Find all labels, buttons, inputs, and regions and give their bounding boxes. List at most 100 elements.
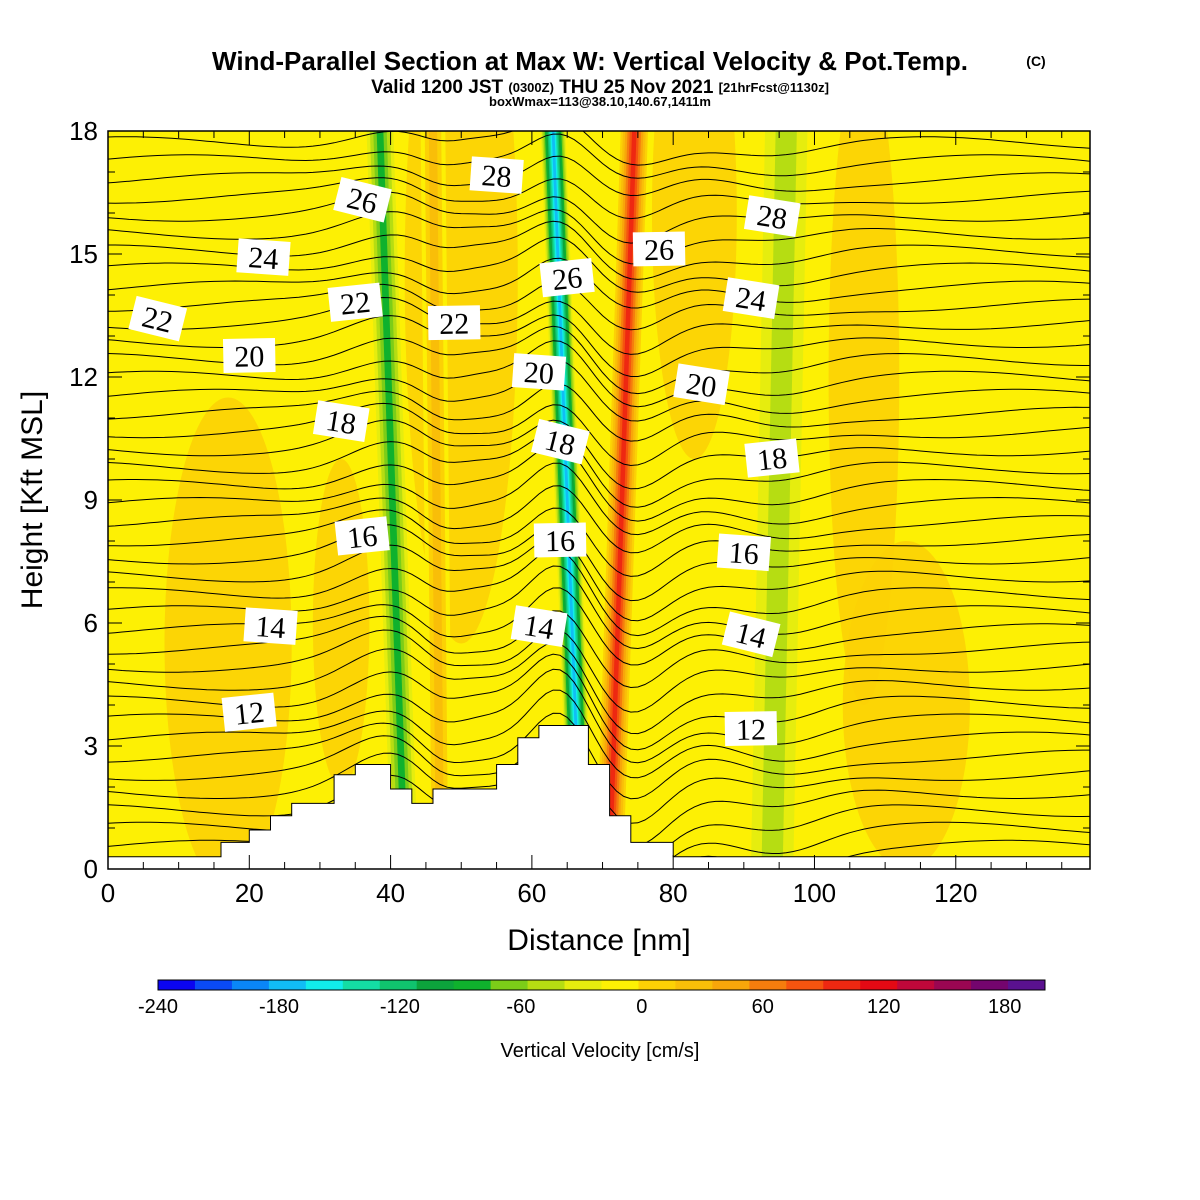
colorbar-tick-label: 0: [636, 996, 647, 1018]
theta-contour-line: [108, 360, 1090, 422]
theta-contour-line: [108, 383, 1090, 442]
theta-label-text: 22: [339, 286, 372, 322]
theta-contour-line: [108, 628, 1090, 713]
colorbar-swatch: [786, 980, 824, 990]
theta-label-text: 16: [346, 519, 379, 555]
valid-time: Valid 1200 JST: [371, 77, 503, 98]
colorbar-swatch: [453, 980, 492, 990]
theta-contour-line: [108, 133, 1090, 179]
theta-label-text: 12: [233, 696, 266, 732]
theta-contour-line: [108, 419, 1090, 490]
terrain-fill: [107, 725, 1091, 870]
theta-label: 14: [243, 607, 298, 645]
theta-contour-line: [108, 131, 1090, 166]
theta-label-box: [333, 176, 392, 223]
theta-label: 24: [236, 238, 291, 276]
y-tick-label: 12: [69, 362, 98, 392]
theta-label-text: 22: [439, 307, 470, 341]
theta-label: 22: [427, 305, 481, 341]
theta-contour-line: [108, 257, 1090, 309]
colorbar-swatch: [231, 980, 270, 990]
theta-label-box: [744, 438, 800, 478]
colorbar-swatch: [342, 980, 381, 990]
velocity-band: [607, 131, 637, 869]
theta-label-text: 14: [521, 609, 556, 646]
theta-label-box: [673, 363, 730, 406]
colorbar-swatch: [638, 980, 676, 990]
x-tick-label: 80: [659, 878, 688, 908]
theta-label: 20: [511, 353, 567, 391]
colorbar-swatch: [564, 980, 602, 990]
theta-label: 14: [721, 611, 781, 658]
theta-label-box: [722, 277, 780, 319]
theta-contour-line: [108, 177, 1090, 220]
theta-label-text: 26: [644, 234, 675, 268]
theta-label: 20: [222, 338, 276, 374]
theta-label-box: [221, 692, 277, 732]
theta-label: 18: [531, 418, 590, 465]
colorbar-tick-label: -240: [138, 996, 178, 1018]
theta-contour-line: [108, 155, 1090, 197]
theta-label-box: [531, 418, 590, 465]
colorbar-swatch: [1008, 980, 1046, 990]
theta-label-text: 20: [684, 367, 719, 404]
theta-label-box: [236, 238, 291, 276]
theta-label-box: [222, 338, 276, 373]
theta-label-text: 18: [324, 404, 359, 441]
colorbar-swatch: [749, 980, 787, 990]
theta-label-box: [724, 711, 778, 747]
colorbar-frame: [157, 979, 1046, 991]
theta-label: 28: [743, 195, 801, 237]
colorbar-swatch: [490, 980, 529, 990]
theta-contour-line: [108, 402, 1090, 467]
theta-label: 26: [632, 231, 686, 268]
colorbar-swatch: [601, 980, 639, 990]
theta-contour-line: [108, 431, 1090, 508]
theta-label: 16: [716, 533, 771, 571]
theta-contour-line: [108, 689, 1090, 779]
theta-label-box: [511, 353, 567, 391]
box-wmax-info: boxWmax=113@38.10,140.67,1411m: [489, 94, 711, 109]
colorbar-tick-label: 120: [867, 996, 900, 1018]
theta-contour-line: [108, 507, 1090, 577]
y-tick-label: 9: [84, 485, 98, 515]
theta-label: 20: [673, 363, 730, 406]
theta-label-text: 28: [480, 159, 512, 194]
x-tick-label: 100: [793, 878, 836, 908]
theta-contour-line: [108, 340, 1090, 408]
theta-label-box: [327, 282, 383, 322]
x-tick-label: 40: [376, 878, 405, 908]
theta-label: 18: [744, 438, 800, 478]
theta-contour-line: [108, 444, 1090, 522]
theta-label-text: 26: [551, 261, 584, 297]
colorbar-tick-label: 180: [988, 996, 1021, 1018]
colorbar-swatch: [934, 980, 972, 990]
theta-label-text: 16: [545, 525, 576, 559]
theta-label: 24: [722, 277, 780, 319]
y-tick-label: 15: [69, 239, 98, 269]
theta-label-box: [743, 195, 801, 237]
velocity-patch: [312, 459, 370, 787]
valid-date: THU 25 Nov 2021: [559, 77, 714, 98]
velocity-patch: [842, 541, 970, 869]
theta-label-box: [539, 257, 595, 298]
theta-contour-line: [108, 548, 1090, 637]
colorbar-swatch: [971, 980, 1009, 990]
theta-label: 14: [510, 605, 568, 647]
colorbar-swatch: [268, 980, 307, 990]
theta-contour-line: [108, 191, 1090, 244]
theta-contour-line: [108, 208, 1090, 265]
theta-label-box: [469, 156, 524, 194]
theta-label-box: [128, 295, 188, 342]
theta-contour-line: [108, 280, 1090, 331]
colorbar-tick-label: -180: [259, 996, 299, 1018]
theta-label-box: [427, 305, 481, 341]
colorbar-swatch: [860, 980, 898, 990]
copyright-mark: (C): [1026, 53, 1045, 69]
x-tick-label: 0: [101, 878, 115, 908]
theta-contour-line: [108, 296, 1090, 355]
theta-contour-line: [108, 642, 1090, 735]
y-axis-title: Height [Kft MSL]: [16, 391, 49, 609]
colorbar-tick-label: -60: [506, 996, 535, 1018]
